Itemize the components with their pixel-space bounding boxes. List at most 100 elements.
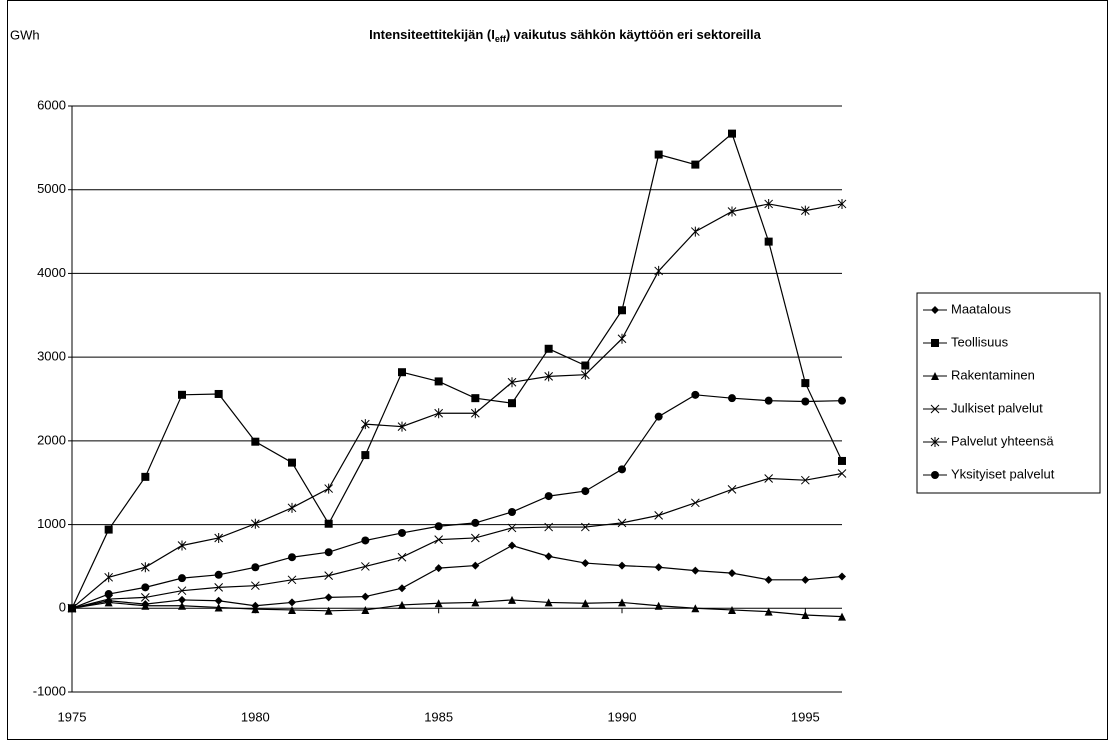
marker [398, 600, 406, 609]
marker [618, 465, 626, 474]
marker [691, 566, 700, 575]
marker [617, 518, 627, 528]
marker [931, 339, 939, 347]
series-line [71, 203, 843, 609]
x-tick-label: 1980 [241, 709, 270, 724]
marker [178, 595, 186, 604]
marker [764, 237, 773, 246]
marker [764, 607, 773, 616]
legend-label: Julkiset palvelut [951, 400, 1043, 415]
marker [398, 584, 406, 593]
marker [581, 599, 590, 608]
marker [361, 451, 370, 460]
marker [931, 372, 939, 380]
y-tick-label: 0 [59, 600, 66, 615]
marker [931, 306, 939, 314]
legend-label: Teollisuus [951, 334, 1009, 349]
marker [434, 535, 444, 544]
marker [690, 226, 700, 237]
marker [544, 522, 554, 532]
marker [764, 198, 774, 209]
marker [471, 561, 480, 570]
marker [178, 574, 186, 583]
marker [361, 605, 370, 614]
marker [728, 394, 736, 403]
series-line [71, 132, 843, 609]
marker [508, 541, 516, 550]
marker [250, 518, 260, 529]
marker [837, 469, 847, 478]
marker [397, 552, 407, 562]
y-tick-label: 5000 [37, 181, 66, 196]
marker [140, 562, 150, 573]
marker [251, 605, 260, 614]
x-tick-label: 1995 [791, 709, 820, 724]
marker [177, 586, 187, 596]
marker [360, 562, 370, 571]
marker [618, 561, 626, 570]
marker [287, 502, 297, 513]
marker [618, 306, 626, 315]
marker [141, 601, 150, 610]
marker [288, 458, 296, 467]
marker [434, 522, 443, 531]
marker [580, 522, 590, 532]
series-line [71, 394, 843, 609]
marker [324, 483, 334, 494]
title-part: ) vaikutus sähkön käyttöön eri sektoreil… [506, 27, 762, 42]
marker [654, 601, 663, 610]
marker [691, 604, 700, 613]
marker [288, 598, 296, 607]
marker [288, 553, 296, 562]
marker [838, 396, 846, 405]
marker [361, 536, 370, 545]
marker [544, 598, 553, 607]
x-tick-label: 1985 [424, 709, 453, 724]
marker [471, 598, 480, 607]
y-tick-label: 1000 [37, 516, 66, 531]
marker [544, 371, 554, 382]
x-tick-label: 1990 [608, 709, 637, 724]
y-tick-label: 3000 [37, 349, 66, 364]
marker [654, 265, 664, 276]
y-tick-label: 2000 [37, 432, 66, 447]
x-tick-label: 1975 [58, 709, 87, 724]
marker [618, 598, 626, 607]
marker [508, 508, 516, 517]
marker [507, 523, 517, 533]
marker [580, 369, 590, 380]
marker [691, 160, 700, 169]
marker [104, 590, 113, 599]
marker [324, 606, 333, 615]
legend-box [916, 292, 1101, 494]
marker [470, 408, 480, 419]
marker [434, 408, 444, 419]
marker [838, 572, 846, 581]
marker [581, 559, 590, 568]
marker [544, 552, 553, 561]
marker [508, 595, 516, 604]
marker [801, 610, 810, 619]
marker [177, 540, 187, 551]
marker [214, 603, 223, 612]
marker [727, 206, 737, 217]
marker [141, 583, 150, 592]
marker [214, 389, 223, 398]
marker [434, 377, 443, 386]
marker [251, 563, 260, 572]
marker [690, 498, 700, 508]
marker [617, 333, 627, 344]
series-line [71, 472, 843, 609]
marker [434, 599, 443, 608]
marker [360, 419, 370, 430]
marker [838, 456, 846, 465]
marker [507, 377, 517, 388]
marker [800, 475, 810, 485]
marker [581, 361, 590, 370]
marker [398, 528, 406, 537]
marker [397, 421, 407, 432]
marker [288, 605, 296, 614]
marker [287, 575, 297, 585]
marker [727, 485, 737, 494]
